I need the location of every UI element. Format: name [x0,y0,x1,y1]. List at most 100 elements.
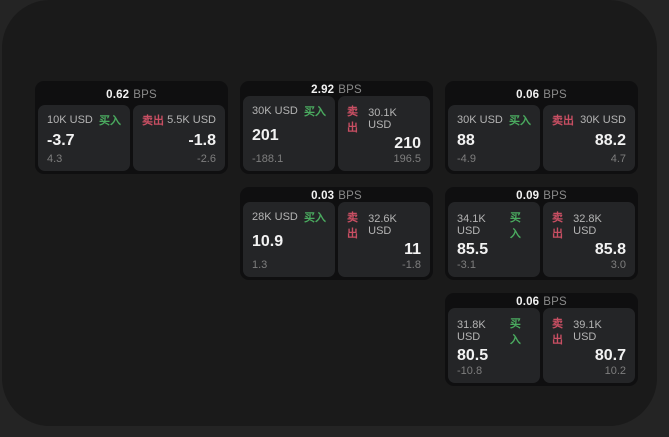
quote-card: 0.09 BPS 34.1K USD 买入 85.5 -3.1 卖出 32.8K… [445,187,638,280]
buy-sub-value: -10.8 [457,365,483,377]
sell-price-value: 210 [394,135,421,153]
sell-tile-header: 卖出 30K USD [552,112,626,128]
bps-unit-label: BPS [543,190,567,203]
buy-tile-header: 10K USD 买入 [47,112,121,128]
quote-card: 0.62 BPS 10K USD 买入 -3.7 4.3 卖出 5.5K USD… [35,81,228,174]
quote-body: 34.1K USD 买入 85.5 -3.1 卖出 32.8K USD 85.8… [448,202,635,277]
cards-grid: 0.62 BPS 10K USD 买入 -3.7 4.3 卖出 5.5K USD… [35,81,638,386]
sell-price-value: 88.2 [594,131,626,149]
buy-sub-value: -3.1 [457,259,476,271]
bps-value: 0.06 [516,296,540,309]
buy-tile-header: 30K USD 买入 [457,112,531,128]
buy-size-label: 10K USD [47,114,93,126]
quote-body: 10K USD 买入 -3.7 4.3 卖出 5.5K USD -1.8 -2.… [38,105,225,171]
quote-body: 30K USD 买入 88 -4.9 卖出 30K USD 88.2 4.7 [448,105,635,171]
bps-header: 0.06 BPS [448,84,635,105]
quote-card: 0.03 BPS 28K USD 买入 10.9 1.3 卖出 32.6K US… [240,187,433,280]
sell-size-label: 39.1K USD [573,319,602,344]
bps-value: 0.09 [516,190,540,203]
sell-tile-header: 卖出 32.8K USD [552,209,626,241]
buy-sub-value: -4.9 [457,153,476,165]
buy-price-value: 80.5 [457,347,489,365]
buy-tile-header: 30K USD 买入 [252,103,326,119]
buy-size-label: 31.8K USD [457,319,486,344]
bps-header: 0.09 BPS [448,190,635,202]
bps-value: 0.62 [106,88,130,101]
bps-unit-label: BPS [543,88,567,101]
sell-sub-value: 3.0 [610,259,626,271]
sell-sub-value: 196.5 [393,153,421,165]
sell-size-label: 5.5K USD [167,114,216,126]
sell-tile-header: 卖出 5.5K USD [142,112,216,128]
sell-tile[interactable]: 卖出 30K USD 88.2 4.7 [543,105,635,171]
sell-tile-header: 卖出 39.1K USD [552,315,626,347]
sell-tile[interactable]: 卖出 30.1K USD 210 196.5 [338,96,430,171]
buy-side-label: 买入 [509,115,531,127]
buy-tile[interactable]: 30K USD 买入 88 -4.9 [448,105,540,171]
sell-side-label: 卖出 [552,318,563,347]
buy-price-value: 201 [252,127,279,145]
bps-header: 2.92 BPS [243,84,430,96]
buy-size-label: 30K USD [457,114,503,126]
sell-side-label: 卖出 [552,115,574,127]
buy-side-label: 买入 [304,106,326,119]
buy-price-value: 85.5 [457,241,489,259]
buy-size-label: 30K USD [252,105,298,118]
bps-header: 0.06 BPS [448,296,635,308]
sell-tile[interactable]: 卖出 5.5K USD -1.8 -2.6 [133,105,225,171]
bps-value: 0.03 [311,190,335,203]
buy-side-label: 买入 [509,212,521,241]
quote-card: 2.92 BPS 30K USD 买入 201 -188.1 卖出 30.1K … [240,81,433,174]
sell-side-label: 卖出 [347,212,358,241]
bps-unit-label: BPS [338,84,362,97]
bps-unit-label: BPS [543,296,567,309]
quote-card: 0.06 BPS 31.8K USD 买入 80.5 -10.8 卖出 39.1… [445,293,638,386]
sell-tile[interactable]: 卖出 32.6K USD 11 -1.8 [338,202,430,277]
buy-side-label: 买入 [99,115,121,127]
sell-size-label: 32.8K USD [573,213,602,238]
buy-price-value: -3.7 [47,131,75,149]
sell-tile[interactable]: 卖出 39.1K USD 80.7 10.2 [543,308,635,383]
sell-price-value: 85.8 [594,241,626,259]
buy-size-label: 28K USD [252,211,298,224]
sell-side-label: 卖出 [552,212,563,241]
buy-sub-value: 1.3 [252,259,268,271]
sell-price-value: 11 [404,241,421,259]
sell-price-value: -1.8 [188,131,216,149]
sell-price-value: 80.7 [594,347,626,365]
buy-tile-header: 31.8K USD 买入 [457,315,531,347]
buy-sub-value: 4.3 [47,153,63,165]
sell-tile[interactable]: 卖出 32.8K USD 85.8 3.0 [543,202,635,277]
buy-tile[interactable]: 10K USD 买入 -3.7 4.3 [38,105,130,171]
buy-size-label: 34.1K USD [457,213,486,238]
quote-body: 31.8K USD 买入 80.5 -10.8 卖出 39.1K USD 80.… [448,308,635,383]
buy-tile[interactable]: 30K USD 买入 201 -188.1 [243,96,335,171]
buy-tile-header: 34.1K USD 买入 [457,209,531,241]
bps-unit-label: BPS [133,88,157,101]
buy-tile[interactable]: 34.1K USD 买入 85.5 -3.1 [448,202,540,277]
buy-tile-header: 28K USD 买入 [252,209,326,225]
bps-value: 0.06 [516,88,540,101]
sell-side-label: 卖出 [347,106,358,135]
sell-sub-value: -1.8 [402,259,421,271]
sell-sub-value: 4.7 [610,153,626,165]
bps-value: 2.92 [311,84,335,97]
sell-size-label: 32.6K USD [368,213,397,238]
sell-size-label: 30K USD [580,114,626,126]
bps-header: 0.03 BPS [243,190,430,202]
sell-tile-header: 卖出 32.6K USD [347,209,421,241]
buy-tile[interactable]: 31.8K USD 买入 80.5 -10.8 [448,308,540,383]
quote-card: 0.06 BPS 30K USD 买入 88 -4.9 卖出 30K USD 8… [445,81,638,174]
buy-price-value: 88 [457,131,475,149]
sell-tile-header: 卖出 30.1K USD [347,103,421,135]
sell-sub-value: -2.6 [197,153,216,165]
sell-sub-value: 10.2 [604,365,626,377]
buy-side-label: 买入 [304,212,326,225]
buy-side-label: 买入 [509,318,521,347]
bps-header: 0.62 BPS [38,84,225,105]
buy-tile[interactable]: 28K USD 买入 10.9 1.3 [243,202,335,277]
quote-body: 30K USD 买入 201 -188.1 卖出 30.1K USD 210 1… [243,96,430,171]
bps-unit-label: BPS [338,190,362,203]
sell-side-label: 卖出 [142,115,164,127]
buy-price-value: 10.9 [252,233,284,251]
